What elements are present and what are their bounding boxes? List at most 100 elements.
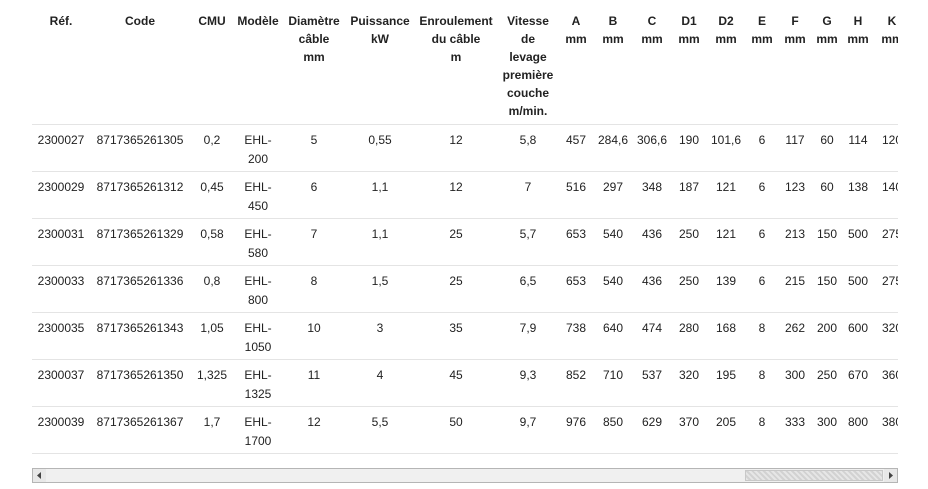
table-cell: 333: [778, 406, 812, 454]
cell-line: EHL-: [244, 321, 272, 335]
column-header: Puissance kW: [346, 8, 414, 125]
table-cell: 138: [842, 171, 874, 219]
cell-line: m: [450, 50, 462, 64]
table-cell: 4: [346, 359, 414, 407]
table-cell: 140: [874, 171, 898, 219]
table-cell: 500: [842, 265, 874, 313]
table-cell: 25: [414, 265, 498, 313]
table-cell: 800: [842, 406, 874, 454]
product-table: Réf. Code CMU Modèle Diamètre câble mm Puissanc…: [32, 8, 898, 454]
table-cell: 629: [632, 406, 672, 454]
table-row: 2300031 8717365261329 0,58 EHL- 580 7 1,1 25 5,7…: [32, 218, 898, 266]
cell-line: mm: [715, 32, 737, 46]
cell-line: Diamètre: [288, 14, 340, 28]
table-row: 2300027 8717365261305 0,2 EHL- 200 5 0,55 12 5,8…: [32, 124, 898, 172]
table-cell: 5,8: [498, 124, 558, 172]
table-viewport: Réf. Code CMU Modèle Diamètre câble mm Puissanc…: [32, 8, 898, 464]
scroll-right[interactable]: [884, 469, 897, 482]
table-cell: 2300035: [32, 312, 90, 360]
column-header: D1 mm: [672, 8, 706, 125]
table-cell: 5,7: [498, 218, 558, 266]
table-cell: 306,6: [632, 124, 672, 172]
table-cell: 9,3: [498, 359, 558, 407]
cell-line: levage: [509, 50, 547, 64]
table-cell: 540: [594, 218, 632, 266]
table-cell: 150: [812, 218, 842, 266]
scroll-left[interactable]: [33, 469, 46, 482]
cell-line: F: [791, 14, 799, 28]
table-cell: 187: [672, 171, 706, 219]
table-cell: 215: [778, 265, 812, 313]
table-cell: 12: [414, 124, 498, 172]
table-cell: 190: [672, 124, 706, 172]
table-cell: EHL- 1050: [234, 312, 282, 360]
table-cell: 114: [842, 124, 874, 172]
table-cell: 3: [346, 312, 414, 360]
table-cell: 1,7: [190, 406, 234, 454]
table-cell: 8717365261312: [90, 171, 190, 219]
cell-line: Enroulement: [419, 14, 493, 28]
table-cell: 6: [746, 218, 778, 266]
table-cell: 300: [778, 359, 812, 407]
table-cell: 0,8: [190, 265, 234, 313]
horizontal-scrollbar[interactable]: [32, 468, 898, 483]
cell-line: 450: [247, 199, 269, 213]
table-cell: 8717365261329: [90, 218, 190, 266]
table-cell: 1,1: [346, 218, 414, 266]
cell-line: EHL-: [244, 133, 272, 147]
table-cell: 35: [414, 312, 498, 360]
cell-line: mm: [847, 32, 869, 46]
table-cell: 6: [282, 171, 346, 219]
table-cell: EHL- 1700: [234, 406, 282, 454]
table-row: 2300037 8717365261350 1,325 EHL- 1325 11 4 45 9,…: [32, 359, 898, 407]
table-cell: 213: [778, 218, 812, 266]
table-cell: 117: [778, 124, 812, 172]
table-cell: 0,2: [190, 124, 234, 172]
table-cell: 7: [498, 171, 558, 219]
cell-line: kW: [371, 32, 389, 46]
cell-line: mm: [751, 32, 773, 46]
table-cell: 10: [282, 312, 346, 360]
table-cell: 121: [706, 171, 746, 219]
table-cell: 6: [746, 124, 778, 172]
table-cell: 8: [746, 312, 778, 360]
cell-line: CMU: [198, 14, 226, 28]
column-header: Diamètre câble mm: [282, 8, 346, 125]
table-cell: 8717365261343: [90, 312, 190, 360]
table-cell: 474: [632, 312, 672, 360]
table-cell: EHL- 200: [234, 124, 282, 172]
table-cell: 139: [706, 265, 746, 313]
table-cell: 7: [282, 218, 346, 266]
cell-line: mm: [881, 32, 898, 46]
scroll-thumb[interactable]: [745, 470, 883, 481]
table-cell: 101,6: [706, 124, 746, 172]
table-cell: 436: [632, 218, 672, 266]
table-cell: 537: [632, 359, 672, 407]
table-cell: 370: [672, 406, 706, 454]
table-cell: 5: [282, 124, 346, 172]
table-cell: 12: [282, 406, 346, 454]
column-header: Enroulement du câble m: [414, 8, 498, 125]
table-cell: EHL- 800: [234, 265, 282, 313]
cell-line: couche: [506, 86, 549, 100]
cell-line: K: [887, 14, 897, 28]
cell-line: mm: [303, 50, 325, 64]
table-cell: 8717365261305: [90, 124, 190, 172]
table-cell: 50: [414, 406, 498, 454]
cell-line: m/min.: [508, 104, 548, 118]
table-cell: 121: [706, 218, 746, 266]
table-cell: 5,5: [346, 406, 414, 454]
table-cell: 7,9: [498, 312, 558, 360]
table-cell: 2300029: [32, 171, 90, 219]
column-header: CMU: [190, 8, 234, 125]
table-cell: 300: [812, 406, 842, 454]
column-header: Modèle: [234, 8, 282, 125]
table-cell: 457: [558, 124, 594, 172]
cell-line: E: [757, 14, 766, 28]
table-cell: 60: [812, 124, 842, 172]
table-cell: 6: [746, 171, 778, 219]
table-cell: 25: [414, 218, 498, 266]
